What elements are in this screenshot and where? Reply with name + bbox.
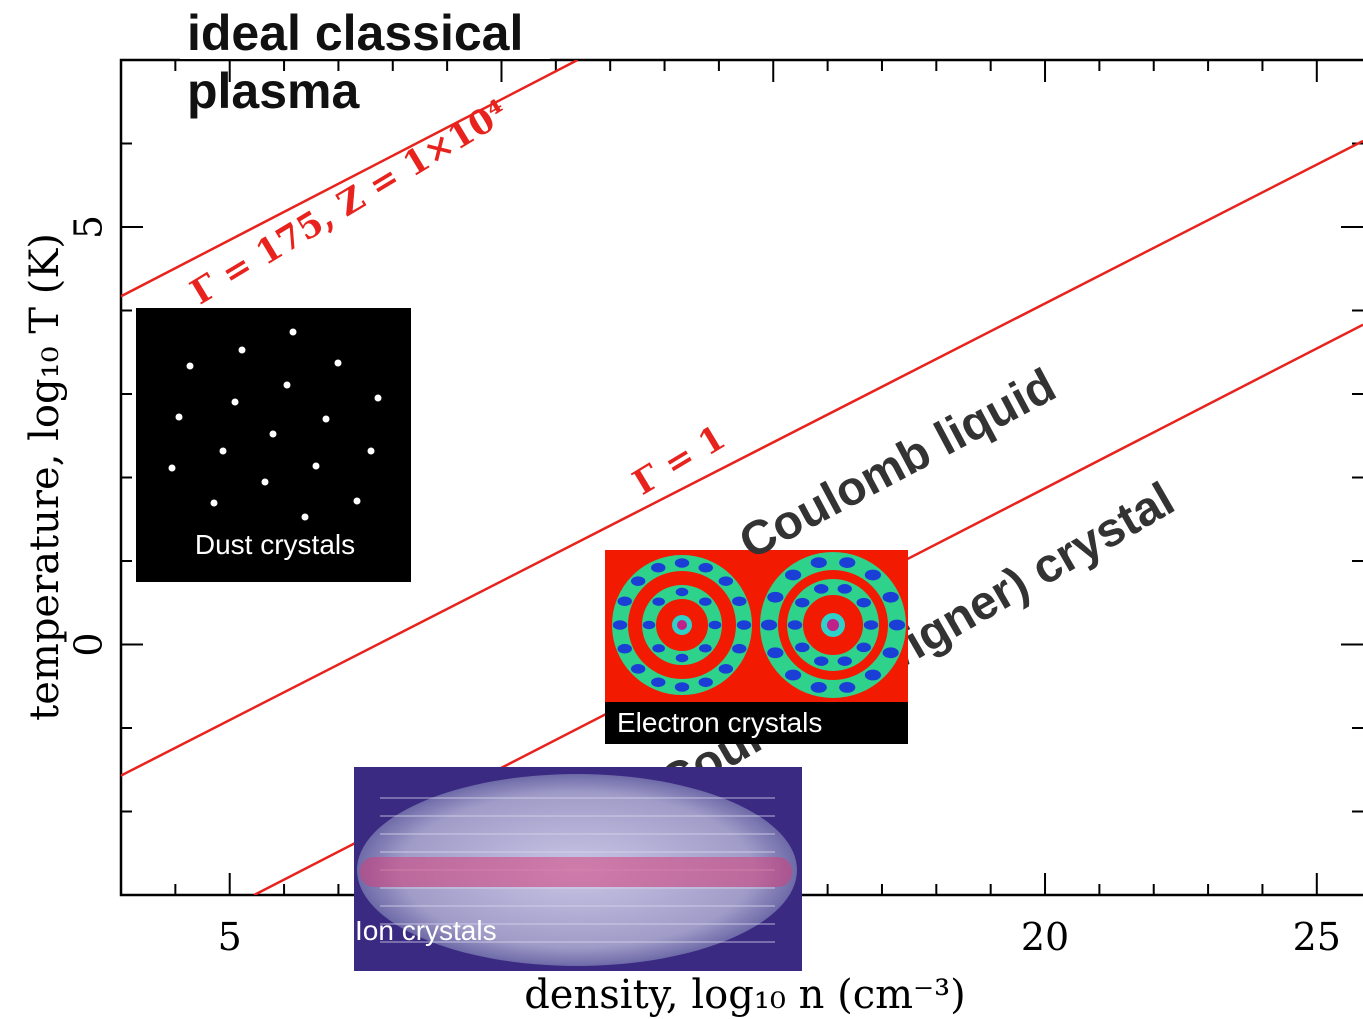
ring-blob [883, 592, 899, 603]
ring-blob [676, 654, 689, 662]
chart: 51015202505density, log₁₀ n (cm⁻³)temper… [0, 0, 1363, 1019]
ring-blob [699, 677, 713, 687]
dust-particle [290, 329, 297, 336]
ring-blob [811, 557, 827, 568]
line-label: Γ = 175, Z = 1×10⁴ [184, 92, 515, 313]
image-caption: Electron crystals [617, 707, 822, 738]
x-tick-label: 20 [1021, 915, 1069, 959]
dust-particle [211, 500, 218, 507]
ring-blob [785, 570, 801, 581]
ring-blob [699, 644, 712, 652]
dust-particle [262, 479, 269, 486]
ring-blob [709, 621, 722, 629]
dust-particle [302, 514, 309, 521]
x-axis-label: density, log₁₀ n (cm⁻³) [524, 972, 966, 1018]
ring-blob [618, 644, 632, 654]
ring-blob [737, 620, 751, 630]
dust-particle [368, 448, 375, 455]
ring-blob [785, 670, 801, 681]
dust-particle [375, 395, 382, 402]
ring-blob [675, 558, 689, 568]
dust-particle [239, 347, 246, 354]
ring-blob [865, 670, 881, 681]
ring-blob [643, 621, 656, 629]
ring-blob [788, 620, 802, 630]
dust-particle [187, 363, 194, 370]
ring-blob [883, 647, 899, 658]
ring-blob [618, 596, 632, 606]
ring-blob [652, 644, 665, 652]
ring-blob [613, 620, 627, 630]
ring-blob [631, 576, 645, 586]
ring-blob [699, 597, 712, 605]
chart-title: plasma [187, 63, 361, 119]
ion-band [360, 857, 792, 887]
core [677, 620, 687, 630]
ring-blob [795, 643, 809, 653]
ring-blob [761, 620, 777, 631]
dust-particle [323, 416, 330, 423]
ring-blob [811, 682, 827, 693]
ring-blob [651, 677, 665, 687]
ring-blob [814, 656, 828, 666]
ring-blob [732, 644, 746, 654]
ring-blob [857, 598, 871, 608]
ring-blob [865, 570, 881, 581]
image-caption: Dust crystals [195, 529, 355, 560]
ring-blob [699, 563, 713, 573]
dust-particle [232, 399, 239, 406]
dust-particle [354, 498, 361, 505]
electron-image: Electron crystals [605, 550, 908, 744]
dust-particle [169, 465, 176, 472]
ring-blob [732, 596, 746, 606]
ring-blob [838, 656, 852, 666]
ring-blob [719, 576, 733, 586]
dust-image: Dust crystals [136, 308, 411, 582]
chart-title: ideal classical [187, 5, 523, 61]
ring-blob [675, 682, 689, 692]
ring-blob [839, 682, 855, 693]
ring-blob [767, 647, 783, 658]
dust-particle [335, 360, 342, 367]
x-tick-label: 5 [218, 915, 242, 959]
dust-particle [270, 431, 277, 438]
ring-blob [676, 588, 689, 596]
ring-blob [857, 643, 871, 653]
ion-image: Ion crystals [354, 767, 802, 971]
ring-blob [651, 563, 665, 573]
ring-blob [814, 584, 828, 594]
y-axis-label: temperature, log₁₀ T (K) [22, 233, 68, 721]
dust-particle [313, 463, 320, 470]
dust-particle [284, 382, 291, 389]
ring-blob [889, 620, 905, 631]
ring-blob [631, 664, 645, 674]
y-tick-label: 5 [67, 215, 111, 239]
ring-blob [838, 584, 852, 594]
ring-blob [795, 598, 809, 608]
ring-blob [652, 597, 665, 605]
ring-blob [839, 557, 855, 568]
dust-particle [176, 414, 183, 421]
x-tick-label: 25 [1293, 915, 1341, 959]
region-label: Coulomb liquid [731, 359, 1064, 570]
ring-blob [767, 592, 783, 603]
ring-blob [864, 620, 878, 630]
y-tick-label: 0 [67, 632, 111, 656]
image-caption: Ion crystals [355, 915, 497, 946]
ring-blob [719, 664, 733, 674]
core [827, 619, 839, 631]
dust-particle [220, 448, 227, 455]
